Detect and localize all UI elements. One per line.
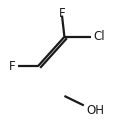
Text: F: F — [9, 60, 16, 73]
Text: OH: OH — [86, 104, 104, 117]
Text: Cl: Cl — [93, 30, 105, 43]
Text: F: F — [59, 7, 65, 20]
